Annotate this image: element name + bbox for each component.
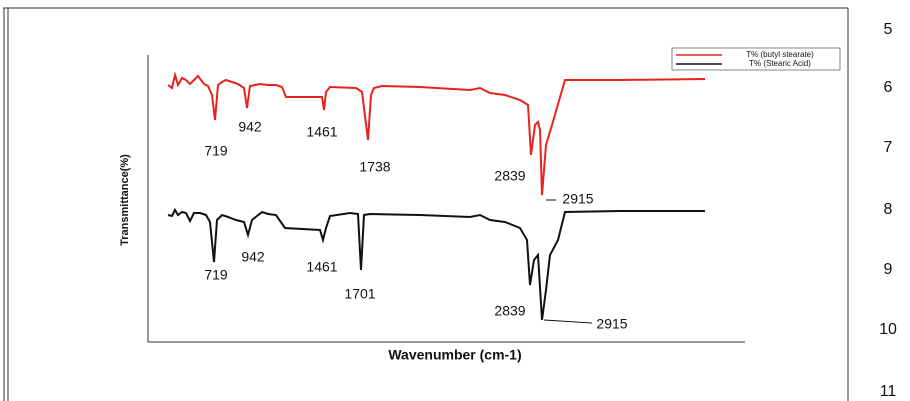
peak-label: 719 xyxy=(204,267,228,283)
line-number: 9 xyxy=(884,261,893,278)
line-number: 8 xyxy=(884,201,893,218)
peak-label: 1461 xyxy=(306,259,337,275)
legend-label: T% (butyl stearate) xyxy=(746,50,814,59)
peak-label: 1461 xyxy=(306,124,337,140)
line-number: 6 xyxy=(884,79,893,96)
peak-label: 719 xyxy=(204,143,228,159)
peak-label: 942 xyxy=(238,119,262,135)
peak-label: 1738 xyxy=(359,159,390,175)
line-number: 7 xyxy=(884,139,893,156)
peak-label: 2915 xyxy=(562,191,593,207)
spectrum-line xyxy=(167,71,706,196)
y-axis-label: Transmittance(%) xyxy=(119,154,131,246)
line-number: 11 xyxy=(880,383,897,400)
line-number: 10 xyxy=(879,321,897,338)
peak-label: 942 xyxy=(241,249,265,265)
x-axis-label: Wavenumber (cm-1) xyxy=(388,347,521,363)
line-number: 5 xyxy=(884,21,893,38)
peak-label: 2915 xyxy=(596,316,627,332)
peak-label: 1701 xyxy=(344,286,375,302)
leader-line xyxy=(543,319,593,324)
peak-label: 2839 xyxy=(494,168,525,184)
legend-label: T% (Stearic Acid) xyxy=(749,59,811,68)
spectrum-line xyxy=(167,207,705,321)
peak-label: 2839 xyxy=(494,303,525,319)
